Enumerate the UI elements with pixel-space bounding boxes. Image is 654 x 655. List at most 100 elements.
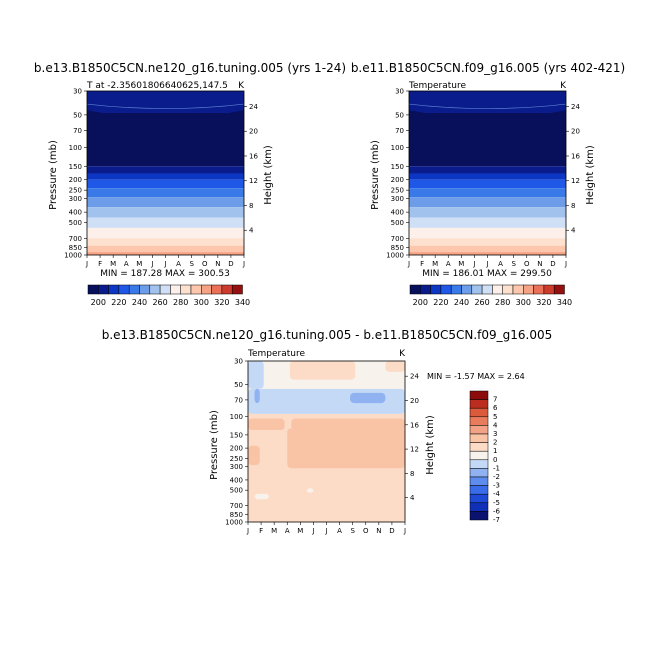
panel1-colorbar-swatch: [231, 284, 243, 295]
panel2-contour: [408, 103, 567, 109]
panel3-xtick-label: J: [246, 527, 249, 535]
panel1-xtick-label: A: [176, 260, 181, 268]
panel1-band: [87, 238, 244, 246]
panel1-y2tick-label: 24: [249, 103, 258, 111]
panel1-subtitle-left: T at -2.35601806640625,147.5: [86, 81, 228, 91]
panel2-subtitle-right: K: [560, 81, 567, 91]
panel2-band: [409, 238, 566, 246]
panel2-xtick-label: F: [420, 260, 424, 268]
panel3-region: [248, 418, 285, 431]
panel2-title: b.e11.B1850C5CN.f09_g16.005 (yrs 402-421…: [351, 61, 625, 75]
panel2-xtick-label: M: [458, 260, 464, 268]
panel2-band: [409, 207, 566, 218]
panel3-stats: MIN = -1.57 MAX = 2.64: [427, 372, 525, 381]
panel1-xtick-label: M: [110, 260, 116, 268]
panel1-colorbar-label: 240: [132, 298, 147, 307]
panel1-colorbar-swatch: [98, 284, 109, 295]
panel3-ytick-label: 700: [230, 502, 243, 510]
panel1-xtick-label: M: [136, 260, 142, 268]
panel3-ytick-label: 1000: [225, 519, 243, 527]
panel3-colorbar-swatch: [469, 502, 489, 512]
panel1-ytick-label: 850: [69, 244, 82, 252]
panel3-colorbar-label: -5: [493, 499, 500, 507]
panel1-contour: [86, 103, 245, 109]
panel2-wave-band: [409, 109, 566, 124]
panel1-title: b.e13.B1850C5CN.ne120_g16.tuning.005 (yr…: [34, 61, 346, 75]
panel1-colorbar-swatch: [211, 284, 223, 295]
panel1-xtick-label: N: [215, 260, 220, 268]
panel3-xtick-label: A: [285, 527, 290, 535]
panel2-band: [409, 166, 566, 174]
panel3-ytick-label: 300: [230, 463, 243, 471]
panel2-colorbar-label: 240: [454, 298, 469, 307]
panel3-region: [350, 392, 386, 404]
panel3-colorbar-swatch: [469, 407, 489, 418]
panel1-wave-band: [87, 109, 244, 124]
panel2-colorbar-swatch: [502, 284, 514, 295]
panel3-ytick-label: 50: [234, 381, 243, 389]
panel3-region: [254, 388, 260, 404]
panel2-colorbar-label: 300: [516, 298, 531, 307]
panel3-region: [248, 361, 264, 389]
plot-marks: 3050701001502002503004005007008501000242…: [64, 88, 580, 536]
panel1-xtick-label: J: [150, 260, 153, 268]
panel1-colorbar-swatch: [108, 284, 120, 295]
panel1-colorbar-label: 280: [173, 298, 188, 307]
panel2-colorbar-swatch: [409, 284, 421, 295]
panel2-xtick-label: M: [432, 260, 438, 268]
panel3-colorbar-label: 6: [493, 404, 498, 412]
panel2-ytick-label: 200: [391, 176, 404, 184]
panel3-subtitle-right: K: [399, 349, 406, 359]
panel2-ytick-label: 400: [391, 209, 404, 217]
panel3-y2tick-label: 4: [410, 494, 415, 502]
panel2-ytick-label: 250: [391, 187, 404, 195]
panel1-band: [87, 166, 244, 174]
panel1-ytick-label: 70: [73, 127, 82, 135]
panel3-colorbar-label: -6: [493, 507, 501, 515]
panel1-xtick-label: D: [228, 260, 233, 268]
panel2-colorbar-swatch: [440, 284, 452, 295]
panel3-ytick-label: 850: [230, 511, 243, 519]
panel1-band: [87, 207, 244, 218]
panel1-band: [87, 197, 244, 208]
panel2-band: [409, 173, 566, 180]
panel1-band: [87, 173, 244, 180]
panel3-region: [287, 428, 405, 469]
panel1-colorbar-swatch: [221, 284, 233, 295]
panel1-xtick-label: J: [242, 260, 245, 268]
panel2-ytick-label: 500: [391, 219, 404, 227]
panel3-ytick-label: 150: [230, 431, 243, 439]
panel3-y2tick-label: 12: [410, 446, 419, 454]
panel3-y2tick-label: 24: [410, 373, 419, 381]
panel1-band: [87, 227, 244, 239]
panel2-xtick-label: N: [537, 260, 542, 268]
panel3-y2label: Height (km): [425, 415, 436, 475]
panel3-region: [289, 361, 356, 380]
panel1-xtick-label: S: [189, 260, 194, 268]
panel2-xtick-label: J: [472, 260, 475, 268]
panel2-colorbar-swatch: [471, 284, 483, 295]
panel1-band: [87, 91, 244, 113]
panel3-colorbar-swatch: [469, 450, 489, 461]
panel1-xtick-label: J: [163, 260, 166, 268]
panel3-colorbar-swatch: [469, 390, 489, 400]
panel2-colorbar-label: 200: [413, 298, 428, 307]
panel2-colorbar-label: 340: [557, 298, 572, 307]
panel2-colorbar-swatch: [512, 284, 524, 295]
panel1-colorbar-swatch: [139, 284, 151, 295]
panel1-xtick-label: J: [85, 260, 88, 268]
panel1-ytick-label: 30: [73, 88, 82, 96]
panel2-ytick-label: 700: [391, 235, 404, 243]
panel3-xtick-label: J: [403, 527, 406, 535]
panel1-colorbar-swatch: [149, 284, 161, 295]
panel3-title: b.e13.B1850C5CN.ne120_g16.tuning.005 - b…: [102, 328, 553, 342]
panel2-colorbar-swatch: [481, 284, 493, 295]
panel1-ytick-label: 250: [69, 187, 82, 195]
panel1-y2tick-label: 20: [249, 128, 258, 136]
panel1-band: [87, 179, 244, 189]
panel2-xtick-label: D: [550, 260, 555, 268]
panel1-band: [87, 252, 244, 255]
panel3-ylabel: Pressure (mb): [209, 410, 220, 480]
panel3-y2tick-label: 20: [410, 397, 419, 405]
